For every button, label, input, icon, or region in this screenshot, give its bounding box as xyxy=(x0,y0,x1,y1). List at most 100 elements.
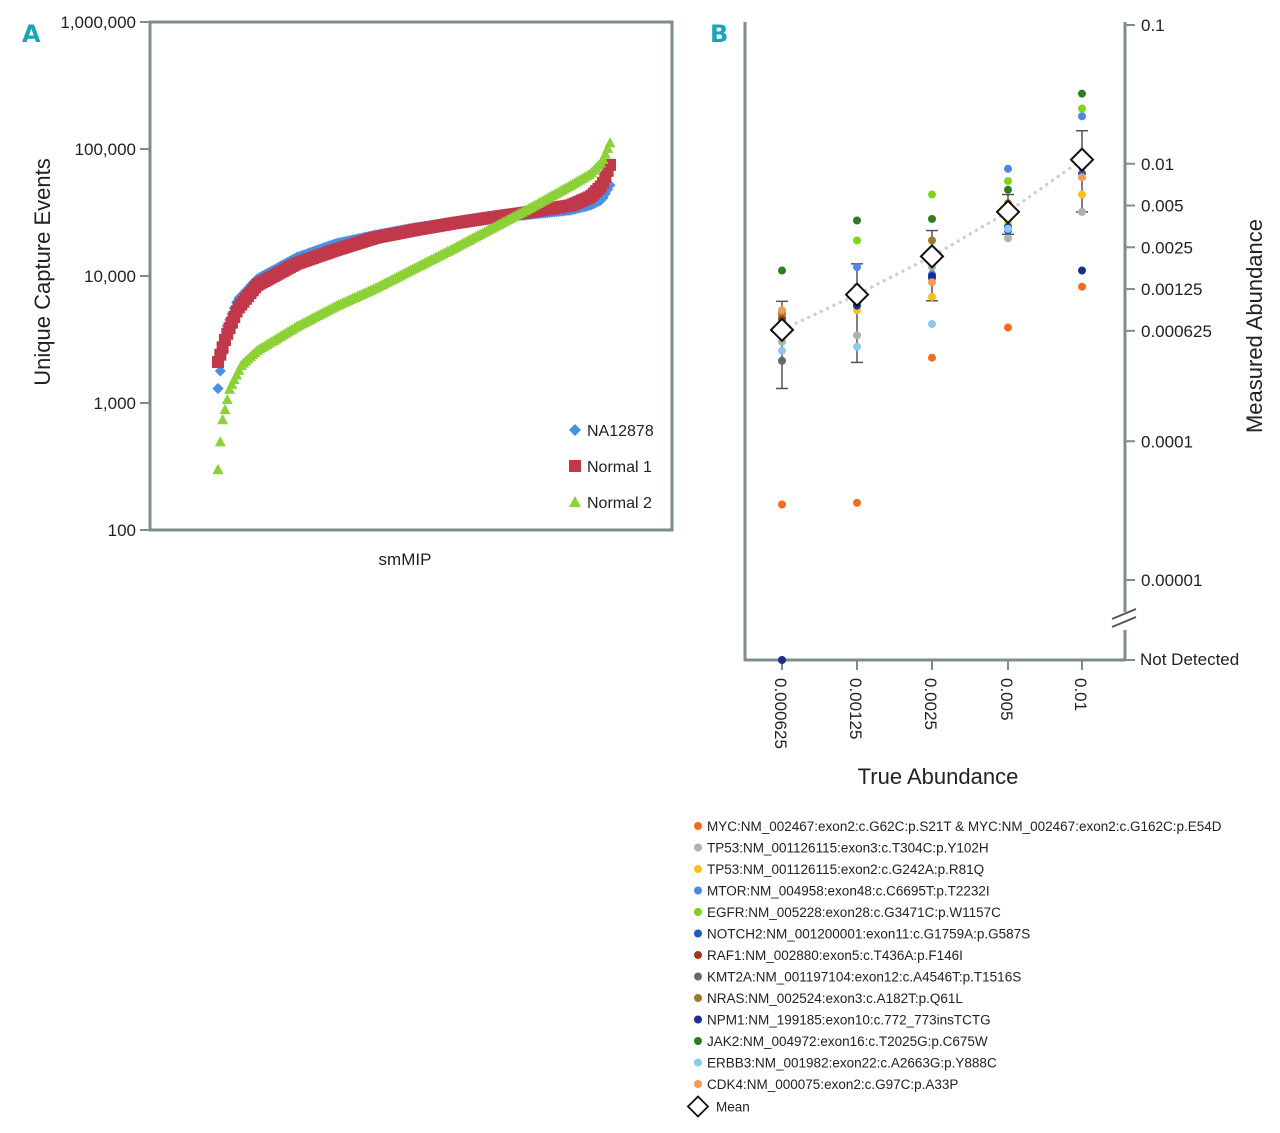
panel-b-legend: MYC:NM_002467:exon2:c.G62C:p.S21T & MYC:… xyxy=(686,819,1222,1118)
legend-label: RAF1:NM_002880:exon5:c.T436A:p.F146I xyxy=(707,948,963,963)
legend-label: NRAS:NM_002524:exon3:c.A182T:p.Q61L xyxy=(707,991,963,1006)
mean-marker xyxy=(1069,147,1095,173)
data-point xyxy=(853,263,861,272)
y-tick-label: 0.000625 xyxy=(1141,322,1212,341)
legend-label: CDK4:NM_000075:exon2:c.G97C:p.A33P xyxy=(707,1077,958,1092)
legend-marker xyxy=(569,460,581,472)
data-point xyxy=(1004,185,1012,194)
series-point-group xyxy=(778,89,1086,275)
x-tick-label: 0.00125 xyxy=(846,678,865,739)
data-point xyxy=(928,278,936,287)
data-point xyxy=(1004,224,1012,233)
data-point xyxy=(1078,266,1086,275)
data-point xyxy=(928,319,936,328)
data-point xyxy=(219,403,231,415)
data-point xyxy=(853,498,861,507)
data-point xyxy=(604,137,616,148)
legend-label: EGFR:NM_005228:exon28:c.G3471C:p.W1157C xyxy=(707,905,1001,920)
legend-marker xyxy=(694,994,702,1002)
data-point xyxy=(1078,89,1086,98)
y-tick-label: 0.01 xyxy=(1141,155,1174,174)
data-point xyxy=(602,142,614,153)
panel-a-y-axis: 100 1,000 10,000 100,000 1,000,000 xyxy=(60,13,150,540)
data-point xyxy=(853,331,861,340)
y-tick-label: 1,000,000 xyxy=(60,13,136,32)
panel-b-y-axis-label: Measured Abundance xyxy=(1242,219,1267,433)
legend-label: MYC:NM_002467:exon2:c.G62C:p.S21T & MYC:… xyxy=(707,819,1222,834)
legend-marker xyxy=(694,1058,702,1067)
data-point xyxy=(778,266,786,275)
panel-b-x-axis: 0.000625 0.00125 0.0025 0.005 0.01 xyxy=(771,660,1090,749)
x-tick-label: 0.000625 xyxy=(771,678,790,749)
legend-label: TP53:NM_001126115:exon3:c.T304C:p.Y102H xyxy=(707,841,989,856)
series-normal-2 xyxy=(212,137,616,475)
axis-break-mark xyxy=(1111,608,1137,620)
data-point xyxy=(1078,190,1086,199)
panel-b-label: B xyxy=(710,20,728,48)
data-point xyxy=(1078,173,1086,182)
legend-label: KMT2A:NM_001197104:exon12:c.A4546T:p.T15… xyxy=(707,970,1021,985)
y-tick-label: 0.0025 xyxy=(1141,238,1193,257)
panel-a-y-axis-label: Unique Capture Events xyxy=(30,158,55,385)
data-point xyxy=(928,236,936,245)
legend-marker xyxy=(569,424,581,436)
data-point xyxy=(1004,323,1012,332)
data-point xyxy=(212,383,224,395)
legend-marker xyxy=(694,822,702,830)
panel-a-plot-frame xyxy=(148,20,674,532)
legend-label: NPM1:NM_199185:exon10:c.772_773insTCTG xyxy=(707,1013,991,1028)
mean-marker xyxy=(769,317,795,343)
panel-b-means xyxy=(769,147,1095,343)
y-tick-label: 0.0001 xyxy=(1141,432,1193,451)
legend-label: ERBB3:NM_001982:exon22:c.A2663G:p.Y888C xyxy=(707,1056,997,1071)
data-point xyxy=(928,292,936,301)
x-tick-label: 0.0025 xyxy=(921,678,940,730)
data-point xyxy=(217,414,229,425)
mean-marker xyxy=(919,243,945,269)
legend-mean-marker xyxy=(686,1095,710,1118)
legend-marker xyxy=(569,496,581,508)
panel-b: B 0.1 0.01 0.005 0.0025 0.00125 0.000625 0.000… xyxy=(686,16,1267,1118)
panel-b-x-axis-label: True Abundance xyxy=(858,764,1019,789)
panel-b-y-axis: 0.1 0.01 0.005 0.0025 0.00125 0.000625 0.0001 0… xyxy=(1125,16,1212,661)
data-point xyxy=(1078,104,1086,113)
data-point xyxy=(778,656,786,664)
data-point xyxy=(853,342,861,351)
legend-marker xyxy=(694,865,702,873)
y-tick-label: 0.005 xyxy=(1141,197,1184,216)
data-point xyxy=(1004,164,1012,173)
legend-label: TP53:NM_001126115:exon2:c.G242A:p.R81Q xyxy=(707,862,984,877)
legend-marker xyxy=(694,1015,702,1024)
y-tick-label: 0.00125 xyxy=(1141,280,1202,299)
data-point xyxy=(778,306,786,315)
data-point xyxy=(1004,177,1012,186)
data-point xyxy=(928,190,936,199)
data-point xyxy=(212,356,224,368)
data-point xyxy=(214,365,226,377)
y-tick-label: 10,000 xyxy=(84,267,136,286)
legend-label: MTOR:NM_004958:exon48:c.C6695T:p.T2232I xyxy=(707,884,990,899)
legend-label: Normal 1 xyxy=(587,459,652,476)
data-point xyxy=(212,463,224,475)
data-point xyxy=(928,272,936,281)
y-tick-label: 0.1 xyxy=(1141,16,1165,35)
data-point xyxy=(778,500,786,509)
panel-a: A 100 1,000 10,000 100,000 1,000,000 Unique … xyxy=(22,13,674,569)
data-point xyxy=(778,346,786,355)
panel-a-label: A xyxy=(22,20,41,48)
legend-label: NA12878 xyxy=(587,423,654,440)
panel-a-legend: NA12878 Normal 1 Normal 2 xyxy=(569,423,654,512)
mean-marker xyxy=(995,199,1021,225)
y-tick-label: 0.00001 xyxy=(1141,571,1202,590)
data-point xyxy=(599,148,611,159)
y-tick-label: 1,000 xyxy=(93,394,136,413)
axis-break-mark xyxy=(1111,616,1137,628)
data-point xyxy=(778,356,786,365)
legend-marker xyxy=(694,1080,702,1088)
legend-marker xyxy=(694,951,702,959)
panel-a-points xyxy=(212,137,616,475)
data-point xyxy=(214,436,226,447)
legend-marker xyxy=(694,886,702,895)
panel-b-x-axis-line xyxy=(743,22,1125,662)
